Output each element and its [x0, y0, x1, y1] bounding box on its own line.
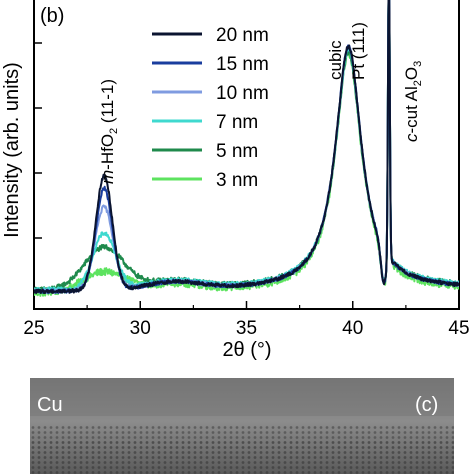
x-tick-label: 30 — [130, 318, 151, 339]
x-tick-label: 25 — [23, 318, 44, 339]
y-axis-label: Intensity (arb. units) — [1, 62, 23, 238]
legend-label: 3 nm — [216, 170, 258, 191]
panel-label-b: (b) — [40, 5, 64, 27]
annotation-hfo2: m-HfO2 (11-1) — [98, 79, 120, 184]
annotation-al2o3: c-cut Al2O3 — [402, 61, 424, 142]
x-tick-label: 40 — [342, 318, 363, 339]
ticks-group: 25 30 35 40 45 — [23, 42, 470, 339]
legend-label: 20 nm — [216, 25, 269, 46]
annotation-cubic: cubic — [326, 40, 345, 80]
x-tick-label: 35 — [236, 318, 257, 339]
series-line-20-nm — [34, 0, 459, 295]
tem-image: Cu (c) — [0, 378, 454, 474]
x-axis-label: 2θ (°) — [222, 339, 271, 361]
legend: 20 nm 15 nm 10 nm 7 nm 5 nm 3 nm — [152, 25, 269, 191]
tem-label-c: (c) — [415, 394, 438, 416]
tem-label-cu: Cu — [37, 394, 63, 416]
legend-label: 5 nm — [216, 141, 258, 162]
legend-label: 7 nm — [216, 112, 258, 133]
legend-label: 10 nm — [216, 83, 269, 104]
annotation-pt: Pt (111) — [349, 22, 368, 80]
annotations: m-HfO2 (11-1) cubic Pt (111) c-cut Al2O3 — [98, 22, 424, 184]
plot-area: 25 30 35 40 45 — [23, 0, 470, 339]
legend-label: 15 nm — [216, 54, 269, 75]
x-tick-label: 45 — [448, 318, 469, 339]
series-group — [34, 0, 459, 297]
